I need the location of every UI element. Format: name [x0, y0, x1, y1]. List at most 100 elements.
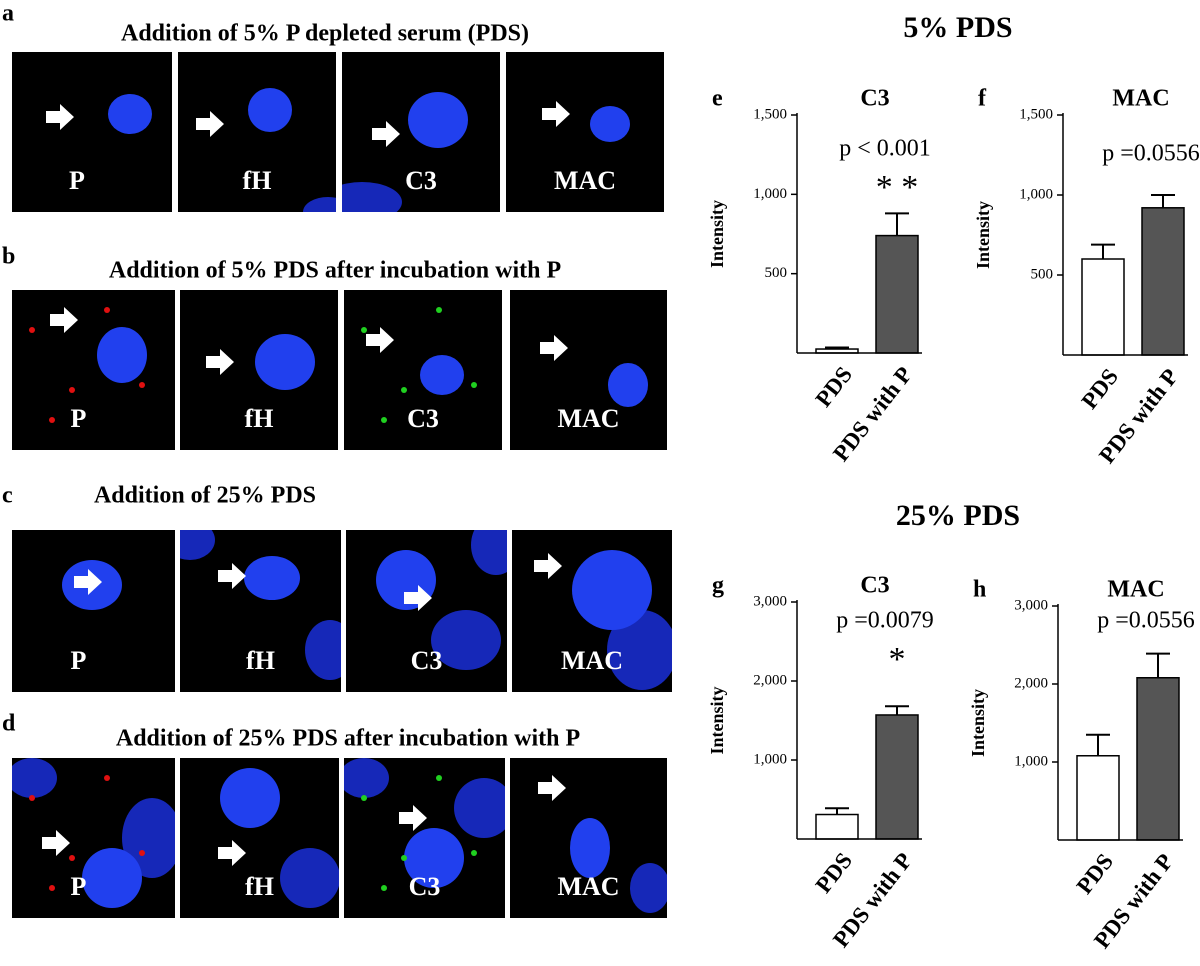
chart-title: C3 [860, 573, 889, 599]
p-value: p =0.0556 [1097, 608, 1195, 634]
micrograph: fH [180, 758, 339, 918]
arrow [404, 585, 432, 611]
micrograph-background [506, 52, 664, 212]
p-value: p < 0.001 [839, 136, 931, 162]
panel-letter: a [2, 1, 14, 27]
nucleus [280, 848, 339, 908]
stain-dot [139, 382, 145, 388]
micrograph: MAC [506, 52, 664, 212]
arrow [50, 307, 78, 333]
y-axis-label: Intensity [707, 686, 727, 754]
nucleus [305, 620, 341, 680]
bar [875, 234, 919, 354]
bar [1141, 207, 1185, 356]
panel-title: Addition of 25% PDS after incubation wit… [116, 726, 580, 752]
stain-dot [381, 885, 387, 891]
arrow [366, 327, 394, 353]
image-label: P [71, 404, 87, 433]
stain-dot [361, 327, 367, 333]
nucleus [454, 778, 505, 838]
image-label: C3 [407, 404, 439, 433]
image-label: P [71, 646, 87, 675]
arrow [538, 775, 566, 801]
image-label: fH [245, 404, 274, 433]
y-tick-label: 1,500 [753, 106, 787, 122]
nucleus [408, 92, 468, 148]
stain-dot [471, 850, 477, 856]
micrograph-content [608, 363, 648, 407]
micrograph-background [12, 530, 175, 692]
bar [815, 813, 859, 840]
stain-dot [29, 795, 35, 801]
nucleus [608, 363, 648, 407]
arrow [218, 840, 246, 866]
nucleus [180, 530, 215, 560]
panel-letter: c [2, 483, 13, 509]
p-value: p =0.0079 [836, 608, 934, 634]
image-label: C3 [411, 646, 443, 675]
nucleus [572, 550, 652, 630]
nucleus [108, 94, 152, 134]
arrow [74, 569, 102, 595]
micrograph: P [12, 758, 175, 918]
micrograph: MAC [510, 758, 667, 918]
panel-letter: e [712, 86, 723, 112]
image-label: fH [245, 872, 274, 901]
image-label: C3 [405, 166, 437, 195]
panel-title: Addition of 25% PDS [94, 483, 316, 509]
micrograph-content [570, 818, 667, 913]
y-tick-label: 1,000 [1014, 753, 1048, 769]
bar [1081, 258, 1125, 356]
x-tick-label: PDS [1072, 849, 1118, 899]
panel-title: Addition of 5% P depleted serum (PDS) [121, 21, 529, 47]
arrow [542, 101, 570, 127]
nucleus [590, 106, 630, 142]
y-tick-label: 500 [1031, 266, 1054, 282]
stain-dot [361, 795, 367, 801]
stain-dot [104, 775, 110, 781]
chart-title: MAC [1107, 577, 1164, 603]
micrograph-content [29, 307, 147, 423]
micrograph: fH [180, 530, 341, 692]
x-tick-label: PDS [1077, 364, 1123, 414]
chart-title: MAC [1112, 86, 1169, 112]
nucleus [420, 355, 464, 395]
stain-dot [401, 387, 407, 393]
micrograph-background [178, 52, 336, 212]
section-title: 5% PDS [903, 11, 1012, 44]
image-label: fH [243, 166, 272, 195]
arrow [540, 335, 568, 361]
arrow [196, 111, 224, 137]
micrograph: C3 [344, 758, 505, 918]
stain-dot [29, 327, 35, 333]
stain-dot [49, 885, 55, 891]
y-tick-label: 1,000 [753, 751, 787, 767]
bar [1136, 677, 1180, 841]
nucleus [630, 863, 667, 913]
p-value: p =0.0556 [1102, 141, 1200, 167]
y-tick-label: 1,000 [753, 186, 787, 202]
section-title: 25% PDS [896, 499, 1020, 532]
y-tick-label: 500 [765, 265, 788, 281]
panel-letter: d [2, 711, 16, 737]
significance: * * [876, 169, 919, 206]
nucleus [12, 758, 57, 798]
y-tick-label: 1,500 [1019, 106, 1053, 122]
micrograph: MAC [510, 290, 667, 450]
bar [1076, 755, 1120, 841]
stain-dot [104, 307, 110, 313]
y-axis-label: Intensity [973, 201, 993, 269]
panel-letter: g [712, 573, 724, 599]
nucleus [570, 818, 610, 878]
arrow [372, 121, 400, 147]
micrograph-content [590, 106, 630, 142]
micrograph-content [248, 88, 336, 212]
y-tick-label: 1,000 [1019, 186, 1053, 202]
micrograph: fH [178, 52, 336, 212]
micrograph-content [342, 92, 468, 212]
stain-dot [381, 417, 387, 423]
y-tick-label: 3,000 [753, 593, 787, 609]
nucleus [97, 327, 147, 383]
nucleus [82, 848, 142, 908]
